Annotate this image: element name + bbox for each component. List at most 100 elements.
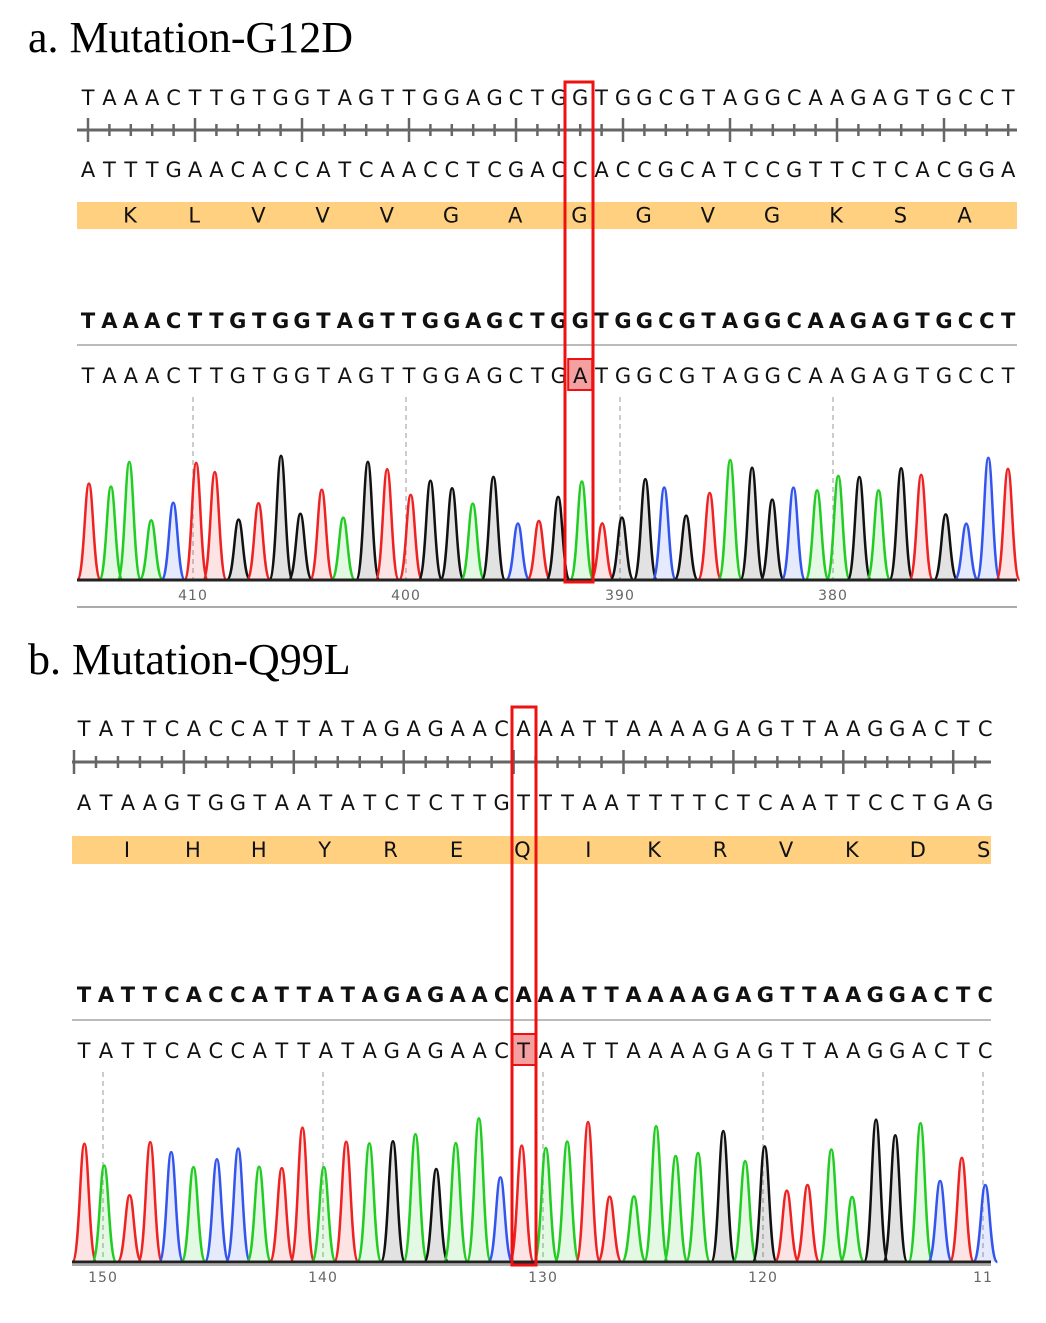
base: A (316, 158, 331, 182)
base: C (977, 983, 992, 1007)
base: G (765, 86, 781, 110)
trace-peak-A (568, 480, 595, 582)
amino-acid: V (315, 204, 330, 228)
trace-peak-A (731, 1159, 759, 1264)
base: C (230, 158, 245, 182)
trace-peak-T (525, 519, 552, 582)
base: A (723, 364, 738, 388)
base: T (340, 717, 354, 741)
trace-peak-G (608, 516, 635, 582)
trace-peak-G (888, 467, 915, 582)
base: T (402, 86, 416, 110)
base: C (958, 309, 973, 333)
base: G (850, 364, 866, 388)
base: C (273, 158, 288, 182)
base: T (316, 86, 330, 110)
base: T (252, 309, 267, 333)
base: C (637, 158, 652, 182)
base: T (530, 364, 544, 388)
base: G (764, 309, 781, 333)
base: T (296, 717, 310, 741)
base: A (450, 717, 465, 741)
base: T (582, 983, 597, 1007)
trace-peak-T (508, 1144, 536, 1264)
base: A (77, 791, 92, 815)
base: A (846, 717, 861, 741)
base: C (616, 158, 631, 182)
base: A (319, 717, 334, 741)
trace-peak-T (136, 1140, 164, 1264)
base: A (648, 1039, 663, 1063)
base: T (252, 364, 266, 388)
base: A (736, 1039, 751, 1063)
base: C (979, 364, 994, 388)
position-label: 410 (178, 588, 208, 604)
base: C (934, 1039, 949, 1063)
base: T (380, 86, 394, 110)
base: G (893, 309, 910, 333)
amino-acid: E (450, 838, 463, 862)
base: T (274, 1039, 288, 1063)
base: T (102, 158, 116, 182)
base: C (295, 158, 310, 182)
trace-peak-T (574, 1120, 602, 1264)
base: T (145, 158, 159, 182)
amino-acid: V (779, 838, 794, 862)
base: T (604, 983, 619, 1007)
base: A (956, 791, 971, 815)
base: T (316, 309, 331, 333)
trace-peak-T (75, 482, 102, 582)
base: G (358, 309, 375, 333)
base: A (604, 791, 619, 815)
base: G (230, 86, 246, 110)
base: C (164, 983, 179, 1007)
base: C (573, 158, 588, 182)
base: C (934, 983, 949, 1007)
base: A (515, 983, 532, 1007)
trace-peak-C (926, 1179, 954, 1264)
base: T (956, 717, 970, 741)
base: A (124, 86, 139, 110)
base: T (81, 364, 95, 388)
base: T (701, 309, 716, 333)
base: C (894, 158, 909, 182)
base: C (658, 309, 673, 333)
base: T (450, 791, 464, 815)
base: T (626, 791, 640, 815)
base: G (229, 309, 246, 333)
base: T (824, 791, 838, 815)
base: G (957, 158, 973, 182)
base: A (780, 791, 795, 815)
base: A (625, 983, 642, 1007)
trace-peak-T (589, 522, 616, 582)
base: A (691, 983, 708, 1007)
trace-peak-G (846, 475, 873, 582)
base: A (626, 717, 641, 741)
trace-peak-A (684, 1151, 712, 1264)
base: C (958, 364, 973, 388)
base: T (188, 309, 203, 333)
trace-peak-G (354, 460, 381, 582)
base: A (318, 983, 335, 1007)
base: A (582, 791, 597, 815)
base: A (802, 791, 817, 815)
base: A (252, 983, 269, 1007)
base: T (1001, 86, 1015, 110)
base: A (573, 364, 588, 388)
base: A (873, 364, 888, 388)
base: G (636, 364, 652, 388)
base: C (714, 791, 729, 815)
base: G (165, 158, 181, 182)
trace-peak-C (971, 1183, 999, 1264)
base: A (186, 983, 203, 1007)
base: A (209, 158, 224, 182)
base: T (77, 1039, 91, 1063)
base: A (472, 983, 489, 1007)
base: C (384, 791, 399, 815)
base: T (143, 1039, 157, 1063)
base: T (723, 158, 737, 182)
base: A (81, 158, 96, 182)
base: G (615, 86, 631, 110)
